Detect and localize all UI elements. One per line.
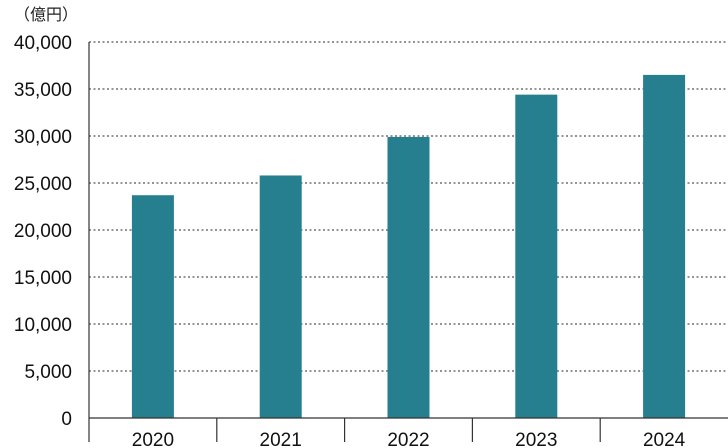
y-tick-label: 5,000 [24, 362, 72, 383]
bars [131, 74, 686, 419]
bar-2024 [643, 74, 686, 419]
y-axis-unit-label: （億円） [14, 7, 79, 24]
y-tick-label: 25,000 [14, 174, 72, 195]
y-tick-label: 20,000 [14, 221, 72, 242]
bar-2021 [259, 175, 302, 418]
bar-2022 [387, 136, 430, 418]
x-tick-label: 2022 [387, 430, 429, 448]
y-tick-label: 35,000 [14, 80, 72, 101]
x-tick-label: 2024 [643, 430, 686, 448]
y-tick-label: 40,000 [14, 33, 72, 54]
x-tick-label: 2020 [132, 430, 174, 448]
bar-2020 [131, 195, 174, 418]
y-tick-label: 30,000 [14, 127, 72, 148]
x-tick-labels: 2020 2021 2022 2023 2024 [132, 430, 686, 448]
axes [88, 42, 728, 442]
y-tick-label: 15,000 [14, 268, 72, 289]
y-tick-label: 0 [61, 409, 72, 430]
bar-2023 [515, 94, 558, 418]
x-tick-label: 2023 [515, 430, 557, 448]
y-tick-label: 10,000 [14, 315, 72, 336]
y-tick-labels: 0 5,000 10,000 15,000 20,000 25,000 30,000 35,0… [14, 33, 72, 430]
x-tick-label: 2021 [260, 430, 302, 448]
